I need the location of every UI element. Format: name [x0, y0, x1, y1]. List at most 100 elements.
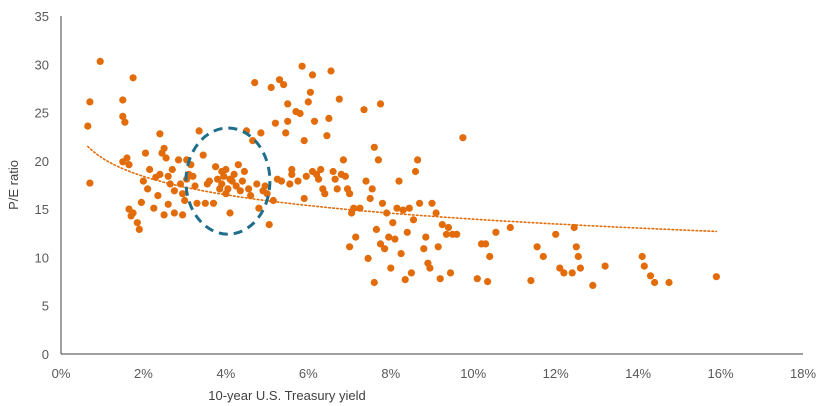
data-point — [193, 199, 201, 207]
data-point — [298, 62, 306, 70]
data-point — [96, 57, 104, 65]
data-point — [271, 119, 279, 127]
x-tick-label: 2% — [134, 366, 153, 381]
data-point — [378, 199, 387, 207]
data-point — [284, 117, 292, 125]
data-point — [589, 281, 597, 289]
data-point — [255, 204, 263, 212]
data-point — [411, 167, 420, 176]
data-point — [317, 165, 325, 174]
data-point — [139, 177, 147, 185]
data-point — [533, 243, 541, 251]
data-point — [220, 172, 228, 180]
x-tick-label: 4% — [216, 366, 235, 381]
data-point — [409, 216, 418, 224]
data-point — [329, 167, 337, 176]
data-point — [251, 79, 259, 87]
data-point — [434, 243, 442, 251]
data-point — [141, 149, 150, 157]
data-point — [133, 219, 141, 227]
data-points — [84, 57, 721, 289]
data-point — [135, 225, 143, 233]
data-point — [224, 185, 232, 193]
data-point — [323, 132, 331, 140]
data-point — [346, 190, 354, 198]
data-point — [370, 143, 378, 151]
y-tick-label: 35 — [35, 9, 49, 24]
data-point — [352, 233, 360, 241]
data-point — [253, 180, 261, 188]
data-point — [304, 98, 312, 106]
data-point — [245, 185, 253, 193]
data-point — [362, 177, 370, 185]
data-point — [230, 170, 238, 178]
data-point — [446, 269, 455, 277]
data-point — [306, 88, 314, 96]
data-point — [444, 223, 453, 232]
data-point — [572, 243, 580, 251]
data-point — [222, 165, 230, 174]
data-point — [399, 206, 407, 214]
data-point — [651, 278, 659, 287]
x-tick-label: 18% — [790, 366, 816, 381]
data-point — [432, 209, 440, 217]
y-tick-label: 5 — [42, 299, 49, 314]
data-point — [214, 175, 222, 183]
data-point — [315, 175, 323, 183]
data-point — [263, 190, 271, 198]
data-point — [416, 199, 424, 207]
x-tick-label: 8% — [381, 366, 400, 381]
data-point — [160, 144, 168, 152]
data-point — [335, 95, 343, 103]
trendline-group — [87, 145, 718, 233]
data-point — [137, 198, 145, 206]
data-point — [179, 190, 187, 198]
data-point — [484, 278, 492, 286]
data-point — [473, 275, 481, 283]
data-point — [401, 276, 409, 284]
data-point — [341, 172, 349, 180]
data-point — [414, 156, 422, 164]
data-point — [370, 278, 378, 287]
annotations — [184, 126, 272, 236]
data-point — [121, 118, 129, 126]
data-point — [327, 67, 335, 75]
data-point — [168, 165, 176, 174]
data-point — [146, 165, 154, 174]
data-point — [218, 180, 226, 188]
data-point — [646, 272, 655, 280]
data-point — [391, 235, 399, 243]
data-point — [395, 177, 403, 185]
data-point — [277, 177, 286, 185]
data-point — [234, 161, 242, 169]
y-tick-label: 30 — [35, 57, 49, 72]
x-tick-label: 12% — [543, 366, 569, 381]
data-point — [486, 252, 494, 261]
data-point — [156, 170, 164, 178]
data-point — [294, 177, 302, 185]
data-point — [179, 211, 187, 219]
data-point — [310, 117, 319, 125]
data-point — [238, 177, 246, 185]
y-tick-label: 20 — [35, 154, 49, 169]
data-point — [368, 185, 376, 193]
data-point — [420, 245, 428, 253]
data-point — [339, 156, 347, 164]
data-point — [331, 175, 339, 183]
data-point — [360, 106, 368, 114]
data-point — [154, 192, 162, 200]
data-point — [302, 172, 310, 180]
y-tick-labels: 0 5 10 15 20 25 30 35 — [35, 9, 49, 362]
data-point — [119, 96, 127, 104]
data-point — [325, 114, 333, 122]
x-tick-label: 10% — [460, 366, 486, 381]
data-point — [257, 129, 265, 137]
data-point — [174, 156, 183, 164]
data-point — [284, 100, 292, 108]
data-point — [601, 262, 609, 270]
data-point — [556, 264, 564, 272]
data-point — [389, 219, 397, 227]
data-point — [364, 254, 372, 262]
